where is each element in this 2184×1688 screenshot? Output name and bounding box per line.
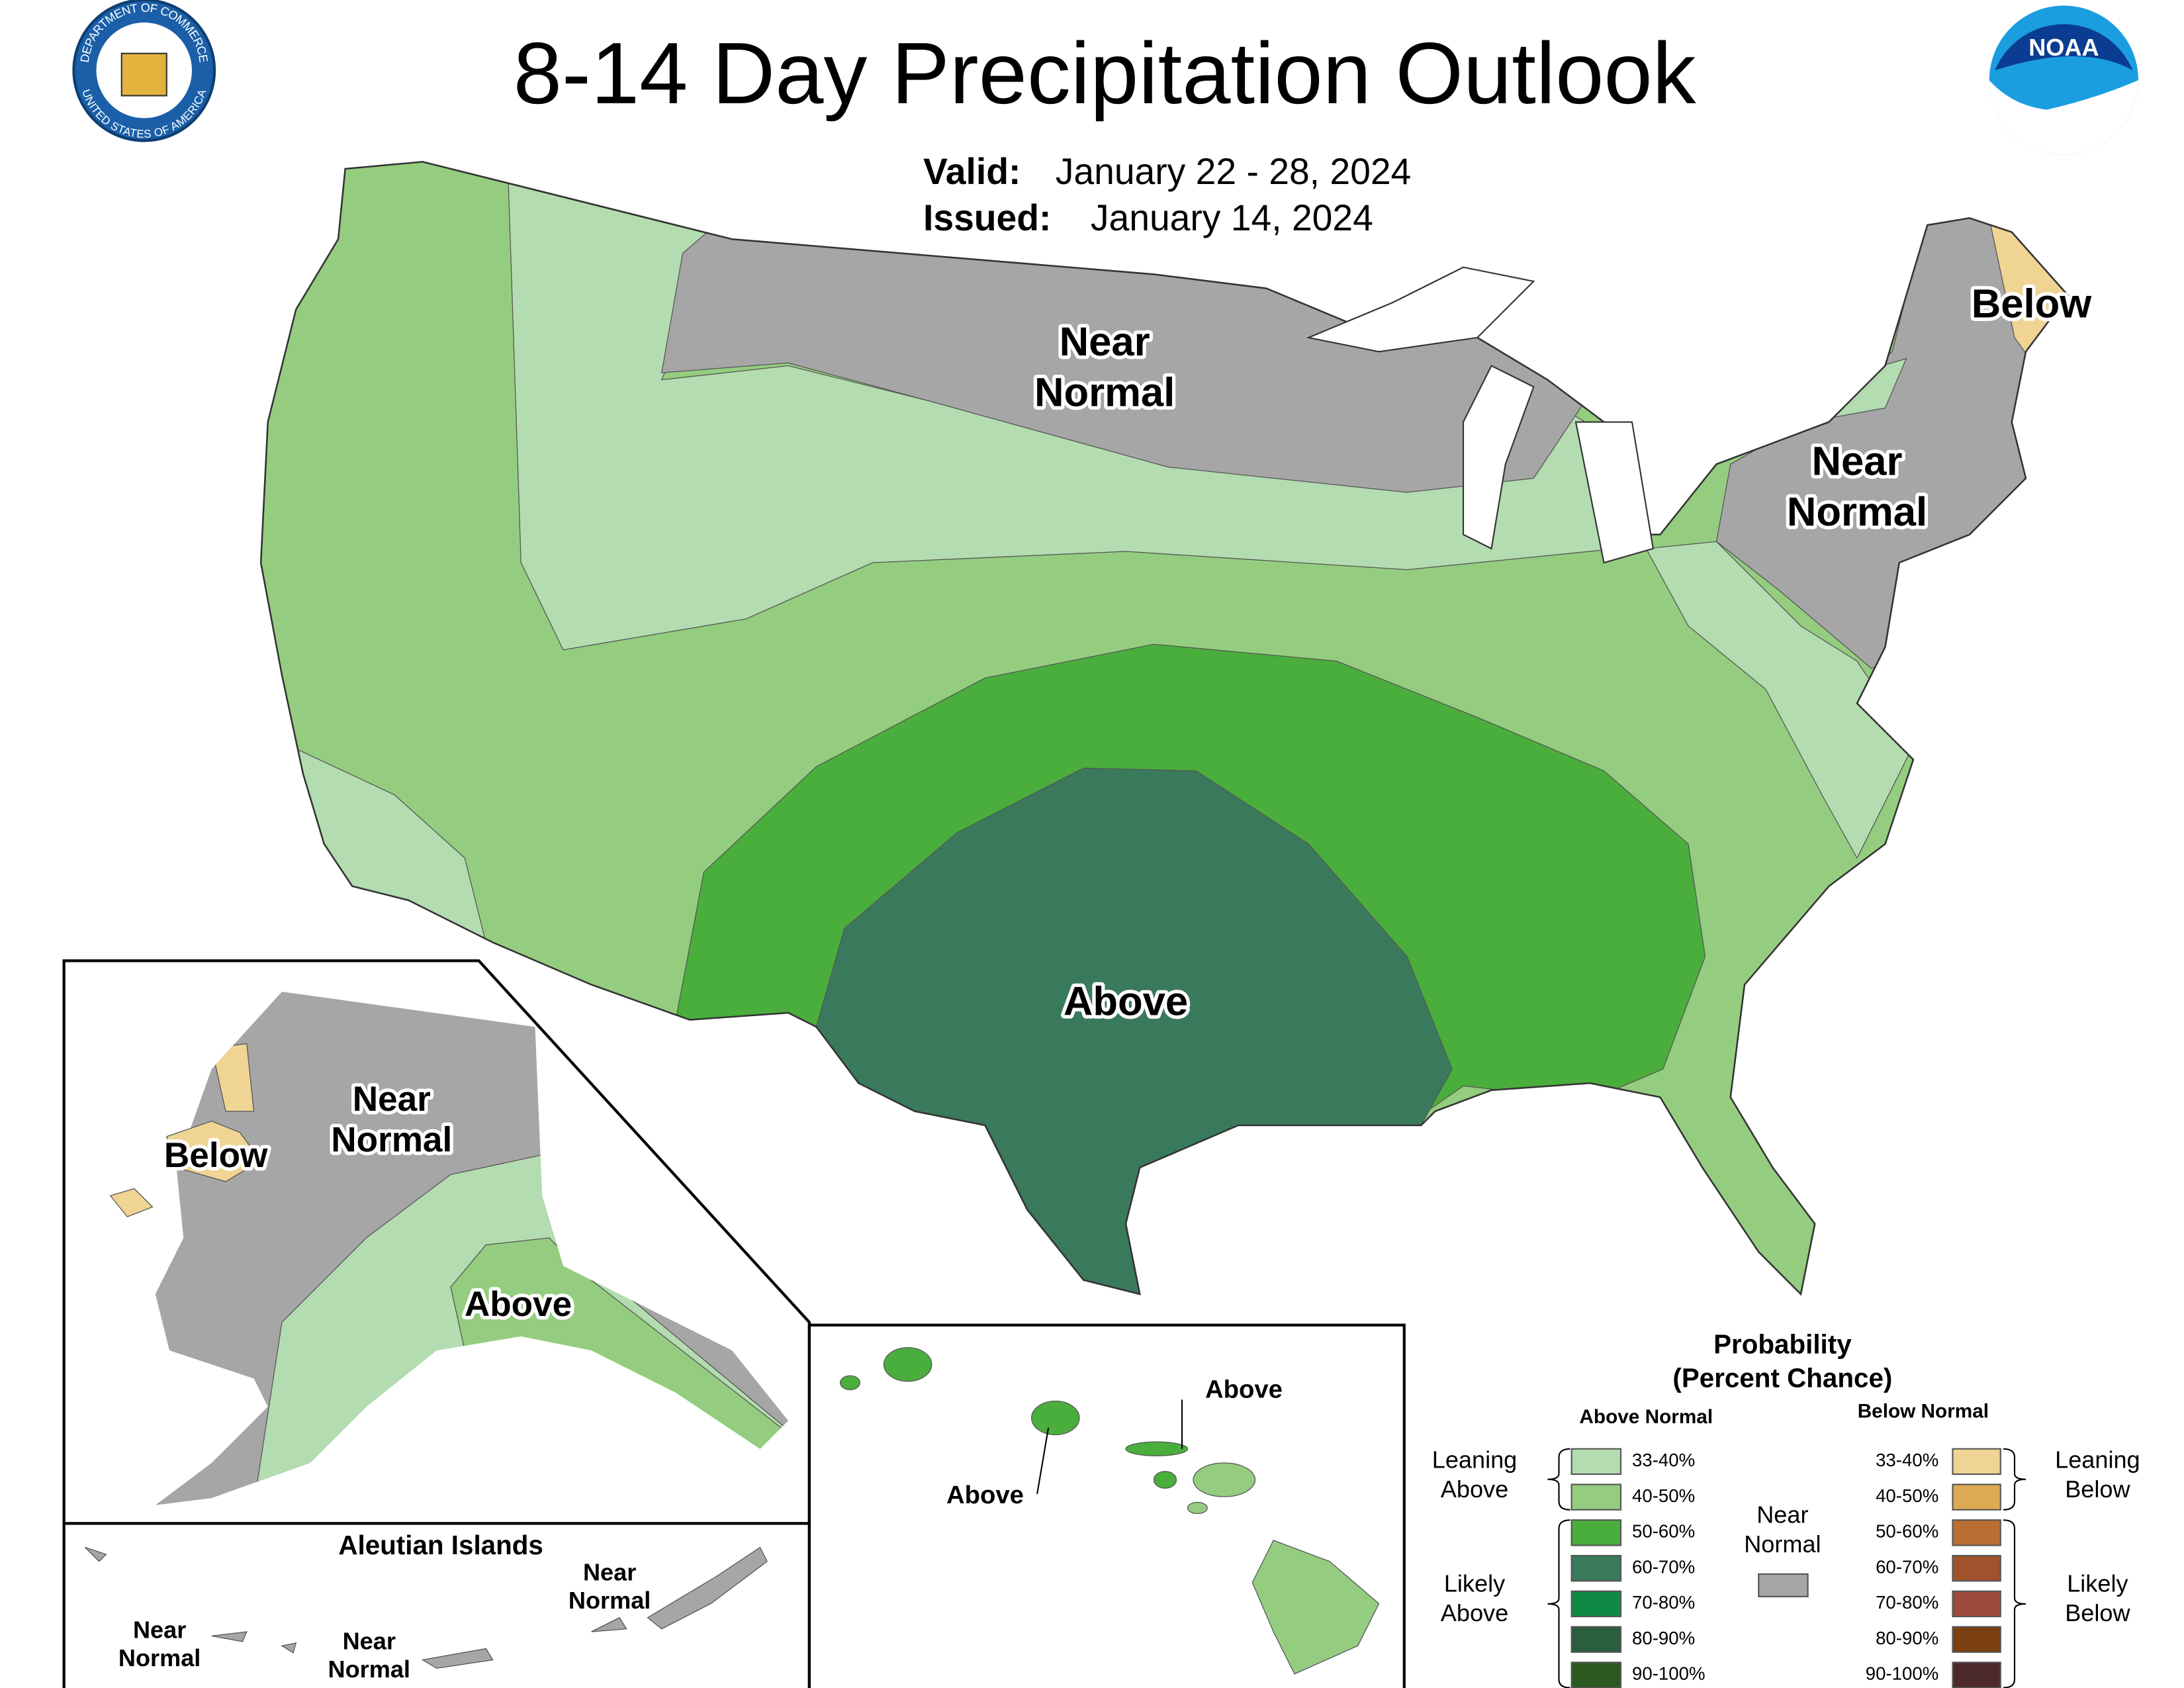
island bbox=[1030, 1400, 1080, 1436]
region-label: Near bbox=[343, 1628, 396, 1655]
region-label: Normal bbox=[569, 1587, 651, 1614]
region-label: Near bbox=[583, 1558, 636, 1585]
legend-range: 80-90% bbox=[1632, 1628, 1695, 1648]
island bbox=[1153, 1471, 1177, 1489]
region-label: Above bbox=[946, 1481, 1024, 1509]
island bbox=[1125, 1441, 1189, 1457]
region-label: Below bbox=[164, 1136, 268, 1175]
region-label: Normal bbox=[1034, 369, 1175, 415]
issued-date: January 14, 2024 bbox=[1091, 197, 1373, 238]
legend-swatch bbox=[1952, 1590, 2001, 1618]
legend-swatch bbox=[1952, 1448, 2001, 1476]
region-label: Normal bbox=[1787, 489, 1927, 535]
region-label: Near bbox=[1060, 319, 1150, 365]
legend-swatch bbox=[1952, 1662, 2001, 1688]
noaa-logo: NOAA bbox=[1989, 5, 2138, 155]
legend-swatch bbox=[1758, 1573, 1809, 1597]
region-label: Near bbox=[353, 1080, 431, 1119]
legend-range: 70-80% bbox=[1876, 1592, 1938, 1613]
noaa-text: NOAA bbox=[2028, 34, 2099, 61]
hawaii-map bbox=[839, 1347, 1380, 1675]
island bbox=[1193, 1462, 1256, 1497]
legend-group: Above bbox=[1441, 1476, 1508, 1503]
island bbox=[1251, 1540, 1380, 1675]
region-label: Normal bbox=[118, 1644, 201, 1671]
legend-range: 50-60% bbox=[1632, 1521, 1695, 1542]
legend-swatch bbox=[1570, 1626, 1622, 1653]
conus-outline bbox=[259, 161, 2070, 1296]
legend-swatch bbox=[1570, 1448, 1622, 1476]
valid-dates: January 22 - 28, 2024 bbox=[1056, 151, 1412, 192]
legend-range: 60-70% bbox=[1876, 1556, 1938, 1577]
legend-group: Leaning bbox=[2055, 1446, 2140, 1473]
legend: Probability(Percent Chance) Above Normal B… bbox=[1432, 1329, 2140, 1688]
region-below-33-40 bbox=[210, 1043, 255, 1112]
region-label: Normal bbox=[328, 1656, 410, 1683]
legend-range: 80-90% bbox=[1876, 1628, 1938, 1648]
legend-brace bbox=[1547, 1448, 1570, 1511]
region-label: Normal bbox=[331, 1121, 452, 1160]
leader-line bbox=[1036, 1427, 1050, 1494]
legend-swatch bbox=[1952, 1554, 2001, 1582]
great-lakes bbox=[1306, 266, 1655, 564]
legend-brace bbox=[2003, 1448, 2026, 1511]
legend-swatch bbox=[1952, 1519, 2001, 1546]
legend-swatch bbox=[1570, 1483, 1622, 1511]
legend-swatch bbox=[1570, 1554, 1622, 1582]
legend-group: Leaning bbox=[1432, 1446, 1518, 1473]
legend-title: Probability bbox=[1713, 1329, 1852, 1359]
legend-swatch bbox=[1570, 1590, 1622, 1618]
legend-range: 90-100% bbox=[1866, 1664, 1939, 1684]
legend-swatch bbox=[1570, 1519, 1622, 1546]
aleutian-title: Aleutian Islands bbox=[338, 1530, 543, 1560]
legend-group: Near bbox=[1756, 1501, 1808, 1528]
legend-group: Likely bbox=[1444, 1570, 1505, 1597]
legend-header: Below Normal bbox=[1858, 1400, 1989, 1422]
island bbox=[1187, 1501, 1208, 1515]
region-label: Near bbox=[1812, 439, 1903, 485]
legend-title: (Percent Chance) bbox=[1672, 1362, 1892, 1393]
legend-group: Above bbox=[1441, 1599, 1508, 1626]
map-labels: NearNormalBelowNearNormalAboveNearNormal… bbox=[118, 277, 2096, 1683]
island bbox=[883, 1347, 933, 1382]
region-label: Above bbox=[465, 1285, 572, 1324]
legend-group: Below bbox=[2065, 1599, 2130, 1626]
valid-label: Valid: bbox=[923, 151, 1021, 192]
region-above-33-40 bbox=[1645, 541, 1914, 859]
legend-range: 40-50% bbox=[1876, 1485, 1938, 1506]
legend-swatch bbox=[1952, 1626, 2001, 1653]
legend-range: 90-100% bbox=[1632, 1664, 1706, 1684]
legend-range: 60-70% bbox=[1632, 1556, 1695, 1577]
legend-group: Below bbox=[2065, 1476, 2130, 1503]
title: 8-14 Day Precipitation Outlook bbox=[514, 24, 1697, 122]
legend-range: 70-80% bbox=[1632, 1592, 1695, 1613]
issued-label: Issued: bbox=[923, 197, 1051, 238]
legend-range: 40-50% bbox=[1632, 1485, 1695, 1506]
aleutian-islands bbox=[85, 1546, 768, 1669]
legend-brace bbox=[1547, 1519, 1570, 1688]
legend-group: Likely bbox=[2067, 1570, 2128, 1597]
region-label: Below bbox=[1972, 281, 2093, 327]
legend-header: Above Normal bbox=[1579, 1406, 1713, 1428]
region-label: Above bbox=[1205, 1376, 1283, 1404]
legend-range: 33-40% bbox=[1876, 1450, 1938, 1470]
region-label: Near bbox=[133, 1617, 186, 1644]
legend-group: Normal bbox=[1744, 1530, 1821, 1558]
region-label: Above bbox=[1064, 979, 1188, 1025]
legend-swatch bbox=[1570, 1662, 1622, 1688]
island bbox=[839, 1375, 861, 1391]
legend-swatch bbox=[1952, 1483, 2001, 1511]
legend-range: 33-40% bbox=[1632, 1450, 1695, 1470]
commerce-seal: DEPARTMENT OF COMMERCE UNITED STATES OF … bbox=[72, 0, 216, 142]
legend-range: 50-60% bbox=[1876, 1521, 1938, 1542]
alaska-islands bbox=[109, 1120, 262, 1217]
legend-brace bbox=[2003, 1519, 2026, 1688]
